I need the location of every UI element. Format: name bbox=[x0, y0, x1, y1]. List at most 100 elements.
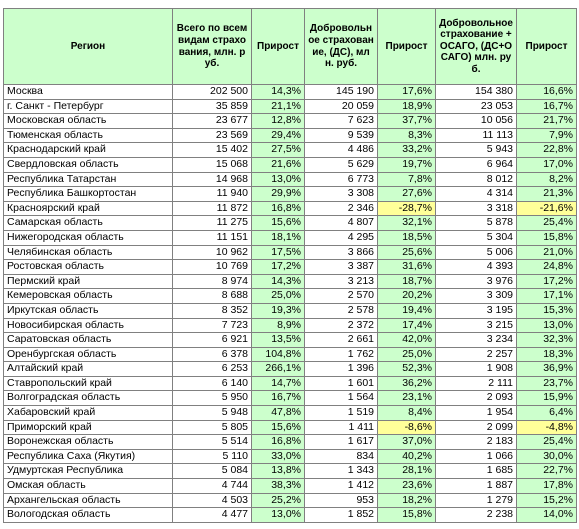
value-cell: 16,6% bbox=[516, 84, 577, 100]
value-cell: 3 309 bbox=[435, 288, 517, 304]
table-row: Удмуртская Республика 5 084 13,8% 1 343 28,1… bbox=[3, 463, 577, 480]
table-row: Красноярский край 11 872 16,8% 2 346 -28,7% 3… bbox=[3, 200, 577, 217]
table-row: Ставропольский край 6 140 14,7% 1 601 36,2% 2… bbox=[3, 375, 577, 392]
value-cell: 29,4% bbox=[251, 127, 305, 144]
value-cell: 1 954 bbox=[435, 405, 517, 421]
value-cell: 202 500 bbox=[172, 84, 252, 100]
region-cell: Ставропольский край bbox=[3, 375, 173, 392]
value-cell: 15,6% bbox=[251, 215, 305, 231]
table-row: Краснодарский край 15 402 27,5% 4 486 33,2% 5… bbox=[3, 142, 577, 158]
value-cell: 1 617 bbox=[304, 434, 378, 450]
value-cell: 4 295 bbox=[304, 229, 378, 246]
value-cell: 1 279 bbox=[435, 492, 517, 509]
region-cell: Саратовская область bbox=[3, 332, 173, 348]
value-cell: 5 514 bbox=[172, 434, 252, 450]
value-cell: 154 380 bbox=[435, 84, 517, 100]
value-cell: 52,3% bbox=[377, 361, 436, 377]
table-row: Республика Татарстан 14 968 13,0% 6 773 7,8%… bbox=[3, 171, 577, 188]
value-cell: 33,0% bbox=[251, 448, 305, 465]
value-cell: 3 215 bbox=[435, 317, 517, 334]
value-cell: 11 275 bbox=[172, 215, 252, 231]
value-cell: 36,9% bbox=[516, 361, 577, 377]
region-cell: Хабаровский край bbox=[3, 405, 173, 421]
region-cell: Удмуртская Республика bbox=[3, 463, 173, 480]
value-cell: 6 921 bbox=[172, 332, 252, 348]
table-row: Кемеровская область 8 688 25,0% 2 570 20,2% 3… bbox=[3, 288, 577, 304]
value-cell: 10 962 bbox=[172, 244, 252, 261]
value-cell: 3 976 bbox=[435, 273, 517, 290]
table-row: Саратовская область 6 921 13,5% 2 661 42,0% 3… bbox=[3, 332, 577, 348]
region-cell: Оренбургская область bbox=[3, 346, 173, 363]
value-cell: 47,8% bbox=[251, 405, 305, 421]
column-header: Добровольное страхование, (ДС), млн. руб… bbox=[304, 8, 378, 85]
value-cell: 23 677 bbox=[172, 113, 252, 129]
value-cell: 7,9% bbox=[516, 127, 577, 144]
table-row: Архангельская область 4 503 25,2% 953 18,2% 1… bbox=[3, 492, 577, 509]
value-cell: 11 872 bbox=[172, 200, 252, 217]
value-cell: 2 093 bbox=[435, 390, 517, 407]
region-cell: Самарская область bbox=[3, 215, 173, 231]
region-cell: Нижегородская область bbox=[3, 229, 173, 246]
value-cell: 953 bbox=[304, 492, 378, 509]
region-cell: Омская область bbox=[3, 478, 173, 494]
value-cell: 19,7% bbox=[377, 156, 436, 173]
value-cell: 9 539 bbox=[304, 127, 378, 144]
regions-table: Регион Всего по всем видам страхования, м… bbox=[3, 8, 577, 523]
value-cell: 4 503 bbox=[172, 492, 252, 509]
value-cell: 4 807 bbox=[304, 215, 378, 231]
table-row: Оренбургская область 6 378 104,8% 1 762 25,0… bbox=[3, 346, 577, 363]
value-cell: 22,7% bbox=[516, 463, 577, 480]
region-cell: Алтайский край bbox=[3, 361, 173, 377]
value-cell: 13,0% bbox=[251, 507, 305, 523]
value-cell: 21,3% bbox=[516, 186, 577, 202]
column-header: Всего по всем видам страхования, млн. ру… bbox=[172, 8, 252, 85]
value-cell: 3 866 bbox=[304, 244, 378, 261]
table-row: Ростовская область 10 769 17,2% 3 387 31,6% 4… bbox=[3, 259, 577, 275]
value-cell: 25,0% bbox=[251, 288, 305, 304]
value-cell: 6 964 bbox=[435, 156, 517, 173]
value-cell: 19,4% bbox=[377, 302, 436, 319]
region-cell: Кемеровская область bbox=[3, 288, 173, 304]
value-cell: 4 393 bbox=[435, 259, 517, 275]
value-cell: 33,2% bbox=[377, 142, 436, 158]
value-cell: 266,1% bbox=[251, 361, 305, 377]
value-cell: 8,4% bbox=[377, 405, 436, 421]
value-cell: 13,0% bbox=[251, 171, 305, 188]
region-cell: г. Санкт - Петербург bbox=[3, 98, 173, 115]
value-cell: 2 238 bbox=[435, 507, 517, 523]
value-cell: 16,7% bbox=[251, 390, 305, 407]
value-cell: 16,8% bbox=[251, 434, 305, 450]
value-cell: 5 629 bbox=[304, 156, 378, 173]
value-cell: 5 805 bbox=[172, 419, 252, 436]
value-cell: 8,2% bbox=[516, 171, 577, 188]
value-cell: 8 012 bbox=[435, 171, 517, 188]
region-cell: Республика Татарстан bbox=[3, 171, 173, 188]
value-cell: 23,1% bbox=[377, 390, 436, 407]
value-cell: 22,8% bbox=[516, 142, 577, 158]
region-cell: Республика Саха (Якутия) bbox=[3, 448, 173, 465]
value-cell: 17,0% bbox=[516, 156, 577, 173]
region-cell: Московская область bbox=[3, 113, 173, 129]
value-cell: 18,7% bbox=[377, 273, 436, 290]
table-row: Волгоградская область 5 950 16,7% 1 564 23,1… bbox=[3, 390, 577, 407]
region-cell: Воронежская область bbox=[3, 434, 173, 450]
region-cell: Приморский край bbox=[3, 419, 173, 436]
value-cell: 37,7% bbox=[377, 113, 436, 129]
value-cell: 18,9% bbox=[377, 98, 436, 115]
value-cell: 11 940 bbox=[172, 186, 252, 202]
value-cell: 1 601 bbox=[304, 375, 378, 392]
value-cell: 14 968 bbox=[172, 171, 252, 188]
region-cell: Волгоградская область bbox=[3, 390, 173, 407]
value-cell: 15,6% bbox=[251, 419, 305, 436]
value-cell: 5 304 bbox=[435, 229, 517, 246]
value-cell: 38,3% bbox=[251, 478, 305, 494]
value-cell: 1 066 bbox=[435, 448, 517, 465]
value-cell: 28,1% bbox=[377, 463, 436, 480]
region-cell: Краснодарский край bbox=[3, 142, 173, 158]
value-cell: 3 387 bbox=[304, 259, 378, 275]
region-cell: Свердловская область bbox=[3, 156, 173, 173]
value-cell: 3 308 bbox=[304, 186, 378, 202]
region-cell: Вологодская область bbox=[3, 507, 173, 523]
value-cell: 2 661 bbox=[304, 332, 378, 348]
table-row: г. Санкт - Петербург 35 859 21,1% 20 059 18,… bbox=[3, 98, 577, 115]
